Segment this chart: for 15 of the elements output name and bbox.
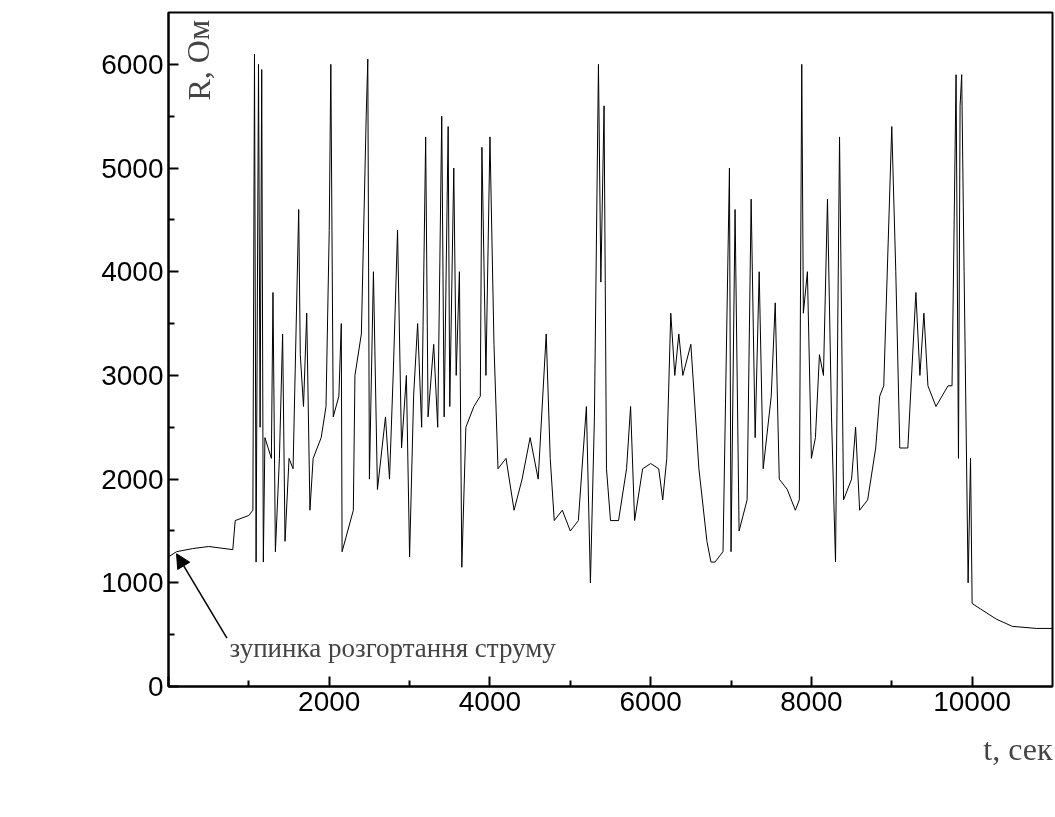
x-tick-label: 6000	[619, 685, 682, 717]
y-axis-title: R, Ом	[180, 19, 217, 101]
y-tick-label: 1000	[101, 567, 164, 599]
x-axis-title: t, сек	[983, 730, 1053, 767]
y-tick-label: 5000	[101, 152, 164, 184]
x-tick-label: 4000	[458, 685, 522, 717]
y-tick-label: 4000	[101, 256, 164, 288]
x-tick-label: 10000	[933, 685, 1012, 717]
y-tick-label: 0	[147, 671, 164, 702]
x-tick-label: 2000	[298, 685, 361, 717]
y-tick-label: 3000	[101, 359, 164, 391]
y-tick-label: 6000	[101, 48, 164, 80]
annotation: зупинка розгортання струму	[229, 633, 557, 664]
y-tick-label: 2000	[101, 463, 164, 495]
x-tick-label: 8000	[780, 685, 843, 717]
